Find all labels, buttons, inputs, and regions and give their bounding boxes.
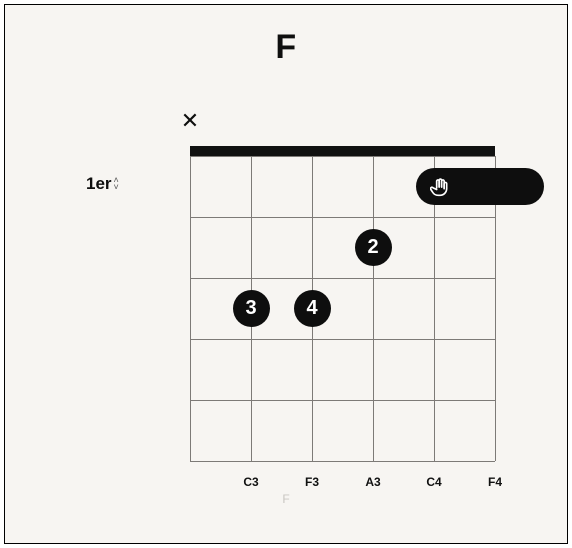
fret-line [190,339,495,340]
finger-dot[interactable]: 4 [294,290,331,327]
fret-line [190,217,495,218]
string-note-label: F4 [480,475,510,489]
fret-line [190,400,495,401]
chord-name: F [0,28,572,67]
starting-fret-control[interactable]: 1er ˄ ˅ [86,174,119,194]
fret-line [190,156,495,157]
nut [190,146,495,156]
string-note-label: F3 [297,475,327,489]
fret-line [190,278,495,279]
fret-stepper-icon[interactable]: ˄ ˅ [114,177,119,191]
string-note-label: C4 [419,475,449,489]
string-line [373,156,374,461]
chevron-down-icon[interactable]: ˅ [114,184,119,191]
finger-dot[interactable]: 2 [355,229,392,266]
finger-dot[interactable]: 3 [233,290,270,327]
string-note-label: A3 [358,475,388,489]
footer-chord-name: F [0,492,572,506]
string-note-label: C3 [236,475,266,489]
starting-fret-label: 1er [86,174,112,194]
mute-string-icon[interactable]: ✕ [180,110,200,132]
string-line [190,156,191,461]
fret-line [190,461,495,462]
barre[interactable] [416,168,544,205]
